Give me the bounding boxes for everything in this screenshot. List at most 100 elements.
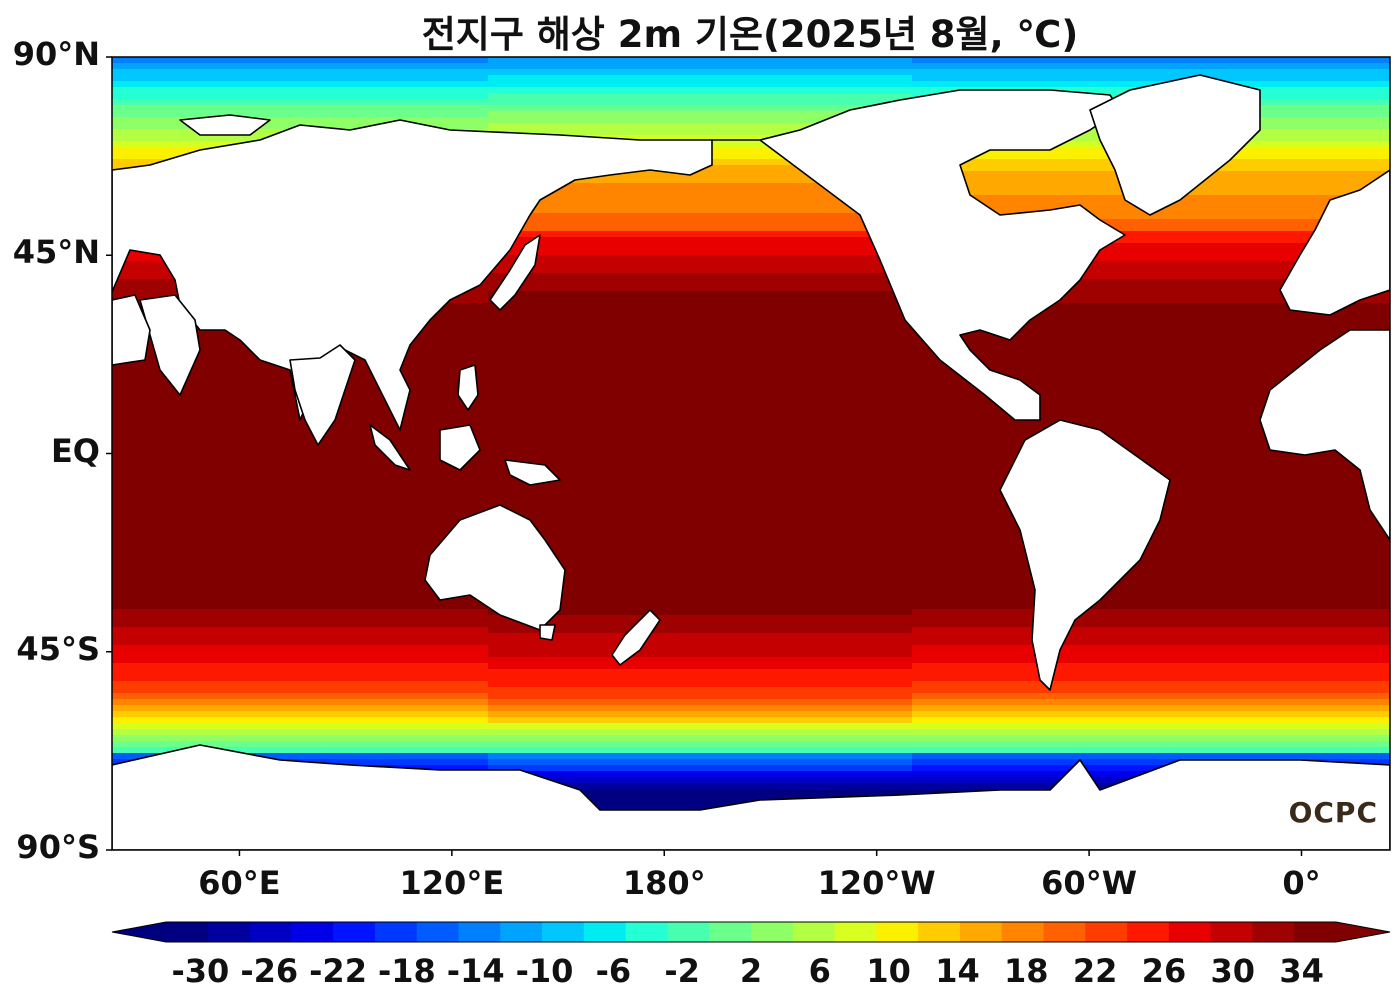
temperature-cell bbox=[816, 231, 825, 238]
temperature-cell bbox=[192, 105, 201, 112]
temperature-cell bbox=[1224, 201, 1233, 208]
temperature-cell bbox=[736, 183, 745, 190]
temperature-cell bbox=[1320, 171, 1329, 178]
temperature-cell bbox=[1064, 153, 1073, 160]
temperature-cell bbox=[1216, 69, 1225, 76]
temperature-cell bbox=[752, 219, 761, 226]
temperature-cell bbox=[576, 195, 585, 202]
temperature-cell bbox=[672, 237, 681, 244]
temperature-cell bbox=[304, 81, 313, 88]
temperature-cell bbox=[1184, 69, 1193, 76]
temperature-cell bbox=[400, 57, 409, 64]
temperature-cell bbox=[776, 57, 785, 64]
temperature-cell bbox=[808, 75, 817, 82]
temperature-cell bbox=[144, 141, 153, 148]
temperature-cell bbox=[736, 165, 745, 172]
temperature-cell bbox=[1280, 75, 1289, 82]
temperature-cell bbox=[1272, 165, 1281, 172]
temperature-cell bbox=[440, 93, 449, 100]
temperature-cell bbox=[312, 69, 321, 76]
temperature-cell bbox=[280, 93, 289, 100]
temperature-cell bbox=[1232, 159, 1241, 166]
temperature-cell bbox=[704, 171, 713, 178]
temperature-cell bbox=[1320, 159, 1329, 166]
temperature-cell bbox=[1288, 189, 1297, 196]
temperature-cell bbox=[112, 129, 121, 136]
temperature-cell bbox=[360, 69, 369, 76]
temperature-cell bbox=[312, 93, 321, 100]
temperature-cell bbox=[1264, 231, 1273, 238]
temperature-cell bbox=[704, 183, 713, 190]
temperature-cell bbox=[616, 93, 625, 100]
temperature-cell bbox=[1376, 111, 1385, 118]
temperature-cell bbox=[1360, 105, 1369, 112]
temperature-cell bbox=[744, 105, 753, 112]
temperature-cell bbox=[1064, 147, 1073, 154]
temperature-cell bbox=[1032, 159, 1041, 166]
temperature-cell bbox=[792, 207, 801, 214]
temperature-cell bbox=[272, 81, 281, 88]
temperature-cell bbox=[1040, 177, 1049, 184]
temperature-cell bbox=[808, 195, 817, 202]
temperature-cell bbox=[792, 213, 801, 220]
temperature-cell bbox=[304, 105, 313, 112]
temperature-cell bbox=[624, 207, 633, 214]
temperature-cell bbox=[272, 87, 281, 94]
temperature-cell bbox=[1216, 237, 1225, 244]
temperature-cell bbox=[760, 195, 769, 202]
temperature-cell bbox=[112, 93, 121, 100]
temperature-cell bbox=[1064, 75, 1073, 82]
temperature-cell bbox=[496, 99, 505, 106]
temperature-cell bbox=[1360, 147, 1369, 154]
temperature-cell bbox=[1336, 117, 1345, 124]
temperature-cell bbox=[296, 87, 305, 94]
temperature-cell bbox=[840, 69, 849, 76]
temperature-cell bbox=[328, 57, 337, 64]
temperature-cell bbox=[552, 123, 561, 130]
temperature-cell bbox=[1184, 57, 1193, 64]
temperature-cell bbox=[208, 99, 217, 106]
temperature-cell bbox=[792, 105, 801, 112]
temperature-cell bbox=[664, 201, 673, 208]
temperature-cell bbox=[208, 75, 217, 82]
temperature-cell bbox=[1304, 63, 1313, 70]
temperature-cell bbox=[432, 57, 441, 64]
temperature-cell bbox=[472, 93, 481, 100]
temperature-cell bbox=[776, 231, 785, 238]
temperature-cell bbox=[1008, 195, 1017, 202]
temperature-cell bbox=[472, 87, 481, 94]
temperature-cell bbox=[520, 99, 529, 106]
temperature-cell bbox=[1344, 117, 1353, 124]
temperature-cell bbox=[208, 93, 217, 100]
temperature-cell bbox=[560, 75, 569, 82]
temperature-cell bbox=[1064, 183, 1073, 190]
temperature-cell bbox=[1232, 165, 1241, 172]
temperature-cell bbox=[232, 135, 241, 142]
temperature-cell bbox=[1280, 213, 1289, 220]
temperature-cell bbox=[1256, 141, 1265, 148]
temperature-cell bbox=[544, 75, 553, 82]
temperature-cell bbox=[128, 75, 137, 82]
temperature-cell bbox=[888, 57, 897, 64]
temperature-cell bbox=[224, 69, 233, 76]
temperature-cell bbox=[528, 225, 537, 232]
temperature-cell bbox=[560, 219, 569, 226]
temperature-cell bbox=[560, 213, 569, 220]
temperature-cell bbox=[152, 69, 161, 76]
temperature-cell bbox=[112, 57, 121, 64]
temperature-cell bbox=[808, 237, 817, 244]
temperature-cell bbox=[848, 75, 857, 82]
temperature-cell bbox=[344, 111, 353, 118]
temperature-cell bbox=[736, 63, 745, 70]
temperature-cell bbox=[616, 207, 625, 214]
temperature-cell bbox=[1000, 159, 1009, 166]
temperature-cell bbox=[1352, 147, 1361, 154]
temperature-cell bbox=[1080, 63, 1089, 70]
temperature-cell bbox=[744, 129, 753, 136]
temperature-cell bbox=[1304, 75, 1313, 82]
temperature-cell bbox=[600, 69, 609, 76]
temperature-cell bbox=[608, 87, 617, 94]
temperature-cell bbox=[1208, 231, 1217, 238]
temperature-cell bbox=[280, 99, 289, 106]
temperature-cell bbox=[1024, 63, 1033, 70]
